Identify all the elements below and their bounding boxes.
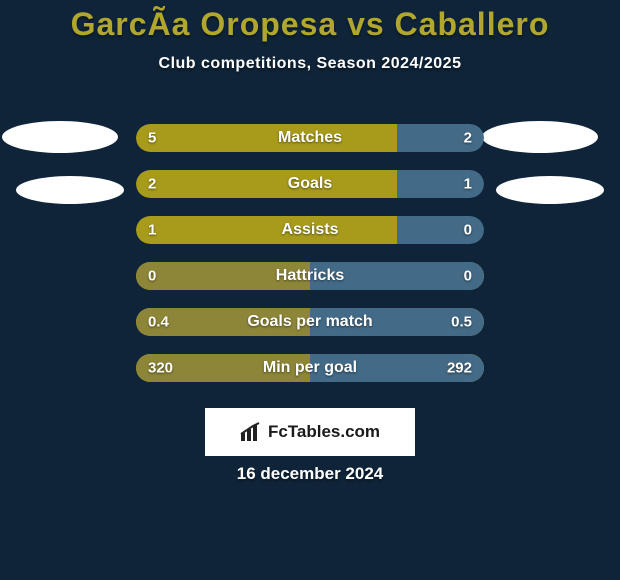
stat-row: 1 0 Assists: [136, 216, 484, 244]
stat-label: Min per goal: [263, 359, 357, 377]
stat-label: Hattricks: [276, 267, 344, 285]
stats-area: 52Matches21Goals10Assists00Hattricks0.40…: [136, 124, 484, 382]
stat-row: 320 292 Min per goal: [136, 354, 484, 382]
stat-value-player1: 1: [148, 222, 156, 239]
stat-value-player2: 292: [447, 360, 472, 377]
decorative-ellipse: [496, 176, 604, 204]
decorative-ellipse: [482, 121, 598, 153]
stat-row: 2 1 Goals: [136, 170, 484, 198]
branding-text: FcTables.com: [268, 422, 380, 442]
stat-label: Matches: [278, 129, 342, 147]
stat-row: 5 2 Matches: [136, 124, 484, 152]
stat-value-player1: 320: [148, 360, 173, 377]
stat-label: Assists: [282, 221, 339, 239]
stat-bar-player1: [136, 124, 397, 152]
chart-icon: [240, 422, 262, 442]
decorative-ellipse: [16, 176, 124, 204]
page-title: GarcÃ­a Oropesa vs Caballero: [0, 0, 620, 43]
stat-value-player2: 1: [464, 176, 472, 193]
stat-value-player2: 0: [464, 222, 472, 239]
stat-value-player2: 2: [464, 130, 472, 147]
stat-value-player1: 2: [148, 176, 156, 193]
decorative-ellipse: [2, 121, 118, 153]
stat-row: 0.4 0.5 Goals per match: [136, 308, 484, 336]
stat-row: 0 0 Hattricks: [136, 262, 484, 290]
stat-value-player2: 0.5: [451, 314, 472, 331]
page-subtitle: Club competitions, Season 2024/2025: [0, 55, 620, 73]
branding-badge: FcTables.com: [205, 408, 415, 456]
stat-value-player1: 0.4: [148, 314, 169, 331]
stat-label: Goals per match: [247, 313, 372, 331]
stat-value-player2: 0: [464, 268, 472, 285]
date-line: 16 december 2024: [0, 464, 620, 484]
stat-bar-player1: [136, 216, 397, 244]
stat-bar-player1: [136, 170, 397, 198]
stat-value-player1: 5: [148, 130, 156, 147]
stat-value-player1: 0: [148, 268, 156, 285]
stat-label: Goals: [288, 175, 332, 193]
